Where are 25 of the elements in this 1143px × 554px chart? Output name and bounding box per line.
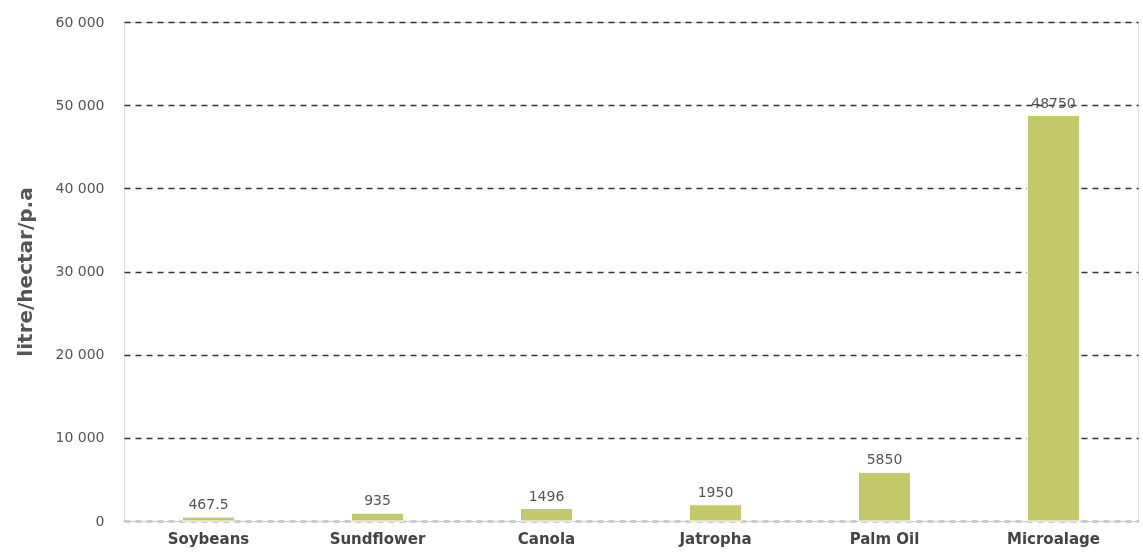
bar xyxy=(182,516,235,522)
bar xyxy=(858,471,911,522)
bar xyxy=(689,504,742,522)
bar xyxy=(520,508,573,522)
y-tick-label: 50 000 xyxy=(55,96,105,113)
x-tick-label: Canola xyxy=(517,529,576,548)
data-label: 935 xyxy=(364,492,391,509)
bar xyxy=(351,512,404,522)
y-tick-label: 60 000 xyxy=(55,13,105,30)
data-label: 467.5 xyxy=(188,496,229,513)
data-label: 5850 xyxy=(866,451,903,468)
y-axis-title: litre/hectar/p.a xyxy=(12,187,37,357)
data-label: 1950 xyxy=(697,483,734,500)
y-tick-label: 10 000 xyxy=(55,429,105,446)
x-tick-label: Microalage xyxy=(1007,529,1100,548)
x-tick-label: Jatropha xyxy=(678,529,752,548)
x-tick-label: Soybeans xyxy=(167,529,250,548)
data-label: 1496 xyxy=(528,487,565,504)
y-tick-label: 30 000 xyxy=(55,263,105,279)
y-tick-label: 20 000 xyxy=(55,346,105,363)
y-tick-label: 0 xyxy=(95,512,105,529)
y-tick-label: 40 000 xyxy=(55,179,105,196)
x-tick-label: Sundflower xyxy=(329,529,426,548)
bar xyxy=(1027,115,1080,522)
x-tick-label: Palm Oil xyxy=(849,529,920,548)
